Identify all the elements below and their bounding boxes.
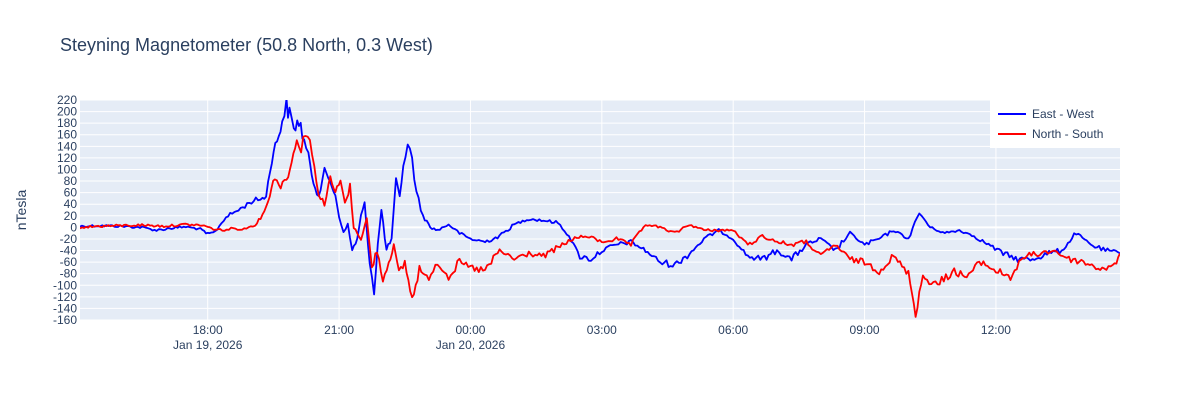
x-tick-date-label: Jan 19, 2026 bbox=[173, 338, 243, 352]
y-tick-label: 140 bbox=[57, 139, 77, 153]
x-tick-label: 21:00 bbox=[324, 323, 354, 337]
x-tick-label: 09:00 bbox=[850, 323, 880, 337]
legend-entry: East - West bbox=[1032, 107, 1094, 121]
y-tick-label: -40 bbox=[60, 244, 78, 258]
y-tick-label: -80 bbox=[60, 267, 78, 281]
legend: East - West North - South bbox=[990, 100, 1120, 148]
y-tick-label: 40 bbox=[64, 197, 78, 211]
y-tick-label: 100 bbox=[57, 162, 77, 176]
y-tick-label: -120 bbox=[53, 290, 77, 304]
y-tick-label: 80 bbox=[64, 174, 78, 188]
y-tick-label: -20 bbox=[60, 232, 78, 246]
y-tick-label: -60 bbox=[60, 255, 78, 269]
series-layer bbox=[80, 100, 1120, 318]
y-tick-label: 20 bbox=[64, 209, 78, 223]
x-tick-label: 18:00 bbox=[193, 323, 223, 337]
series-line-1 bbox=[80, 135, 1120, 318]
y-gridlines bbox=[80, 99, 1120, 321]
y-tick-label: 200 bbox=[57, 105, 77, 119]
legend-entry: North - South bbox=[1032, 127, 1103, 141]
x-tick-date-label: Jan 20, 2026 bbox=[436, 338, 506, 352]
y-tick-labels: -160-140-120-100-80-60-40-20020406080100… bbox=[53, 93, 77, 327]
y-tick-label: 120 bbox=[57, 151, 77, 165]
y-axis-label: nTesla bbox=[13, 190, 29, 231]
series-line-0 bbox=[80, 100, 1120, 296]
y-tick-label: 220 bbox=[57, 93, 77, 107]
x-tick-label: 12:00 bbox=[981, 323, 1011, 337]
y-tick-label: -100 bbox=[53, 278, 77, 292]
y-tick-label: -160 bbox=[53, 313, 77, 327]
chart-title: Steyning Magnetometer (50.8 North, 0.3 W… bbox=[60, 35, 433, 55]
x-tick-label: 03:00 bbox=[587, 323, 617, 337]
y-tick-label: 60 bbox=[64, 186, 78, 200]
y-tick-label: 160 bbox=[57, 128, 77, 142]
y-tick-label: 0 bbox=[70, 220, 77, 234]
x-tick-label: 00:00 bbox=[455, 323, 485, 337]
plot-area bbox=[80, 100, 1120, 320]
y-tick-label: 180 bbox=[57, 116, 77, 130]
x-tick-label: 06:00 bbox=[718, 323, 748, 337]
y-tick-label: -140 bbox=[53, 301, 77, 315]
legend-box bbox=[990, 100, 1120, 148]
